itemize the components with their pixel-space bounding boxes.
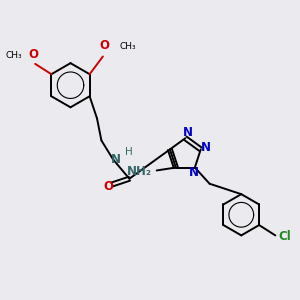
Text: O: O xyxy=(99,39,109,52)
Text: N: N xyxy=(111,153,121,166)
Text: CH₃: CH₃ xyxy=(119,42,136,51)
Text: N: N xyxy=(201,141,211,154)
Text: O: O xyxy=(29,48,39,61)
Text: O: O xyxy=(104,180,114,193)
Text: N: N xyxy=(189,166,199,179)
Text: N: N xyxy=(183,126,193,140)
Text: NH₂: NH₂ xyxy=(127,165,152,178)
Text: Cl: Cl xyxy=(278,230,291,243)
Text: H: H xyxy=(125,147,133,157)
Text: CH₃: CH₃ xyxy=(6,50,22,59)
